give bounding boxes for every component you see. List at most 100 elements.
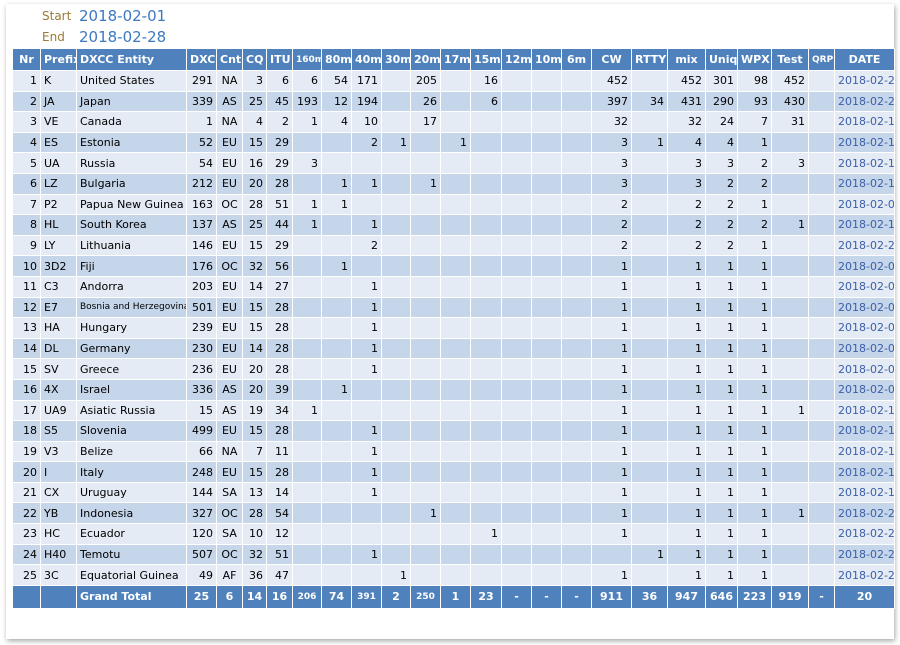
column-header: DATE (834, 48, 895, 71)
value-cell (440, 111, 471, 133)
text-cell: Russia (76, 152, 187, 174)
text-cell: HA (40, 317, 77, 339)
value-cell: 2 (737, 214, 772, 236)
value-cell: 5 (12, 152, 41, 174)
value-cell: 6 (266, 70, 293, 92)
value-cell: 248 (186, 461, 217, 483)
value-cell (808, 399, 835, 422)
value-cell: 1 (381, 564, 411, 586)
value-cell: 120 (186, 523, 217, 545)
value-cell (440, 564, 471, 586)
value-cell (410, 461, 441, 483)
value-cell (381, 358, 411, 380)
value-cell: AS (216, 90, 243, 113)
value-cell (410, 523, 441, 545)
value-cell: 301 (705, 70, 738, 92)
value-cell (808, 440, 835, 463)
value-cell: 1 (771, 399, 809, 422)
value-cell (631, 440, 668, 463)
value-cell: EU (216, 234, 243, 257)
value-cell (771, 131, 809, 154)
value-cell: 1 (705, 275, 738, 298)
value-cell: 4 (242, 111, 267, 133)
value-cell (381, 378, 411, 401)
value-cell (631, 275, 668, 298)
value-cell: 26 (410, 90, 441, 113)
value-cell (470, 461, 502, 483)
value-cell: 1 (381, 131, 411, 154)
start-row: Start 2018-02-01 (42, 5, 166, 26)
column-header: 6m (561, 48, 592, 71)
total-value: 1 (440, 584, 471, 609)
text-cell: Indonesia (76, 502, 187, 525)
text-cell: 3C (40, 564, 77, 586)
value-cell: 3 (705, 152, 738, 174)
value-cell: 6 (292, 70, 322, 92)
text-cell: South Korea (76, 214, 187, 236)
value-cell (501, 255, 532, 277)
value-cell (321, 358, 352, 380)
value-cell: 15 (242, 234, 267, 257)
value-cell (531, 70, 562, 92)
text-cell: Belize (76, 440, 187, 463)
value-cell: 29 (266, 152, 293, 174)
value-cell: 22 (12, 502, 41, 525)
value-cell: 452 (771, 70, 809, 92)
value-cell (470, 317, 502, 339)
value-cell (531, 234, 562, 257)
value-cell: 2 (737, 172, 772, 195)
value-cell (771, 317, 809, 339)
column-header: mix (667, 48, 706, 71)
value-cell: 291 (186, 70, 217, 92)
value-cell (381, 111, 411, 133)
value-cell (561, 275, 592, 298)
value-cell: EU (216, 461, 243, 483)
value-cell: 15 (242, 296, 267, 319)
value-cell: 54 (186, 152, 217, 174)
value-cell: 1 (705, 399, 738, 422)
value-cell (531, 461, 562, 483)
value-cell: 1 (351, 337, 382, 360)
value-cell: 290 (705, 90, 738, 113)
value-cell (561, 481, 592, 504)
value-cell: 1 (591, 420, 632, 442)
total-value: 250 (410, 584, 441, 609)
value-cell: 203 (186, 275, 217, 298)
value-cell: 1 (667, 543, 706, 566)
value-cell: 28 (242, 502, 267, 525)
value-cell (631, 420, 668, 442)
value-cell (440, 523, 471, 545)
value-cell: 1 (470, 523, 502, 545)
value-cell: 39 (266, 378, 293, 401)
value-cell (292, 461, 322, 483)
value-cell: 1 (705, 481, 738, 504)
value-cell (381, 461, 411, 483)
value-cell: 1 (737, 481, 772, 504)
value-cell (410, 399, 441, 422)
value-cell: 1 (737, 399, 772, 422)
value-cell (321, 523, 352, 545)
value-cell (381, 523, 411, 545)
value-cell: 1 (737, 234, 772, 257)
value-cell: 7 (737, 111, 772, 133)
end-date[interactable]: 2018-02-28 (79, 27, 167, 46)
value-cell: 1 (737, 358, 772, 380)
text-cell: S5 (40, 420, 77, 442)
value-cell: 1 (737, 420, 772, 442)
value-cell: 16 (242, 152, 267, 174)
start-date[interactable]: 2018-02-01 (79, 6, 167, 25)
value-cell (501, 193, 532, 216)
value-cell (771, 234, 809, 257)
value-cell (808, 378, 835, 401)
column-header: 80m (321, 48, 352, 71)
value-cell: 24 (705, 111, 738, 133)
value-cell: 51 (266, 193, 293, 216)
value-cell: 1 (705, 317, 738, 339)
value-cell (292, 255, 322, 277)
value-cell (292, 420, 322, 442)
value-cell (470, 337, 502, 360)
